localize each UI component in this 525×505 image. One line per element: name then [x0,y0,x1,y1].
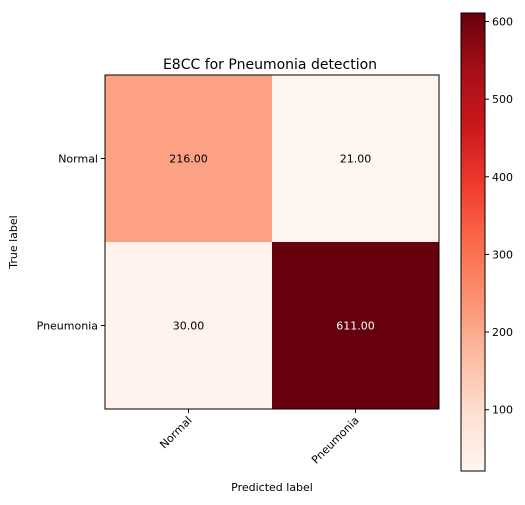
colorbar [460,12,486,472]
cell-value-label: 30.00 [173,320,205,333]
y-axis-label: True label [7,215,20,269]
y-tick-label: Normal [58,153,98,166]
colorbar-ticks: 100 200 300 400 500 600 [485,16,513,417]
colorbar-tick-label: 100 [492,404,513,417]
x-axis-label: Predicted label [231,481,313,494]
plot-frame [104,74,440,410]
heatmap-cell [272,75,439,242]
chart-title: E8CC for Pneumonia detection [163,57,377,73]
x-tick-label: Normal [157,414,194,451]
x-axis: Normal Pneumonia [157,409,362,467]
cell-value-label: 216.00 [169,153,208,166]
heatmap-cell [105,242,272,409]
x-tick-label: Pneumonia [309,414,362,467]
cell-value-label: 21.00 [340,153,372,166]
colorbar-tick-label: 500 [492,93,513,106]
colorbar-tick-label: 600 [492,16,513,29]
heatmap-cell [105,75,272,242]
colorbar-tick-label: 400 [492,171,513,184]
colorbar-tick-label: 200 [492,326,513,339]
y-axis: Normal Pneumonia [37,153,105,333]
colorbar-tick-label: 300 [492,248,513,261]
heatmap-cell [272,242,439,409]
y-tick-label: Pneumonia [37,320,98,333]
heatmap-cell-labels: 216.00 21.00 30.00 611.00 [169,153,375,333]
cell-value-label: 611.00 [336,320,375,333]
heatmap-cells [105,75,439,409]
